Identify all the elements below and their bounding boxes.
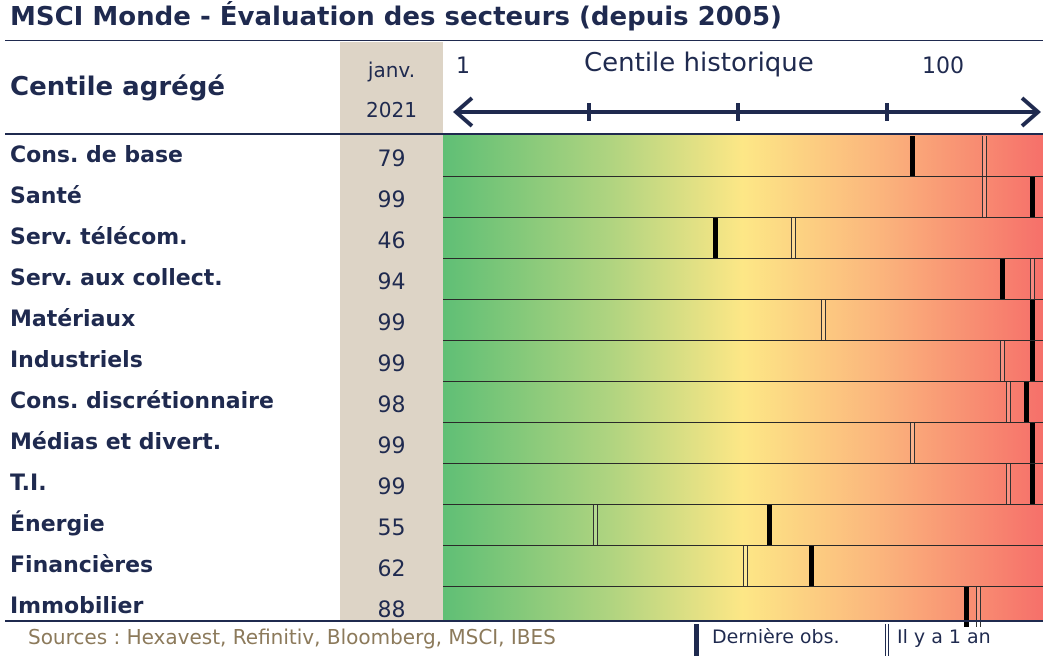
percentile-gradient [443, 135, 1043, 620]
row-separator [443, 299, 1043, 300]
sector-label: Financières [10, 553, 154, 578]
axis-min-label: 1 [456, 54, 470, 79]
one-year-ago-marker [593, 505, 599, 545]
sector-value: 99 [377, 311, 406, 336]
legend-last-label: Dernière obs. [712, 626, 840, 648]
sector-label: Serv. aux collect. [10, 266, 223, 291]
legend-year-symbol [885, 624, 889, 656]
sector-value: 79 [377, 147, 406, 172]
row-separator [443, 381, 1043, 382]
date-header-month: janv. [367, 58, 416, 82]
last-observation-marker [1000, 259, 1006, 299]
last-observation-marker [910, 136, 916, 176]
one-year-ago-marker [976, 587, 982, 627]
sector-label: Matériaux [10, 307, 136, 332]
sector-label: Santé [10, 184, 82, 209]
row-separator [443, 463, 1043, 464]
date-header-year: 2021 [366, 98, 417, 122]
row-separator [443, 340, 1043, 341]
axis-arrow-left [452, 96, 474, 128]
title-rule [5, 40, 1043, 41]
row-separator [443, 217, 1043, 218]
one-year-ago-marker [1006, 464, 1012, 504]
one-year-ago-marker [1000, 341, 1006, 381]
axis-arrow [452, 96, 1042, 128]
one-year-ago-marker [910, 423, 916, 463]
last-observation-marker [1030, 341, 1036, 381]
last-observation-marker [1030, 300, 1036, 340]
last-observation-marker [1030, 464, 1036, 504]
bottom-rule [5, 620, 1043, 622]
sources-note: Sources : Hexavest, Refinitiv, Bloomberg… [28, 625, 556, 649]
legend-year-label: Il y a 1 an [897, 626, 991, 648]
sector-value: 88 [377, 598, 406, 623]
sector-value: 62 [377, 557, 406, 582]
sector-value: 46 [377, 229, 406, 254]
sector-value: 99 [377, 475, 406, 500]
last-observation-marker [1030, 177, 1036, 217]
sector-value: 94 [377, 270, 406, 295]
sector-value: 99 [377, 434, 406, 459]
row-separator [443, 586, 1043, 587]
legend-last-symbol [694, 624, 699, 656]
one-year-ago-marker [1006, 382, 1012, 422]
sector-label: Industriels [10, 348, 143, 373]
sector-label: Médias et divert. [10, 430, 222, 455]
chart-title: MSCI Monde - Évaluation des secteurs (de… [10, 2, 782, 32]
row-separator [443, 422, 1043, 423]
row-separator [443, 545, 1043, 546]
last-observation-marker [1030, 423, 1036, 463]
axis-max-label: 100 [922, 54, 964, 79]
last-observation-marker [808, 546, 814, 586]
axis-arrow-right [1020, 96, 1042, 128]
one-year-ago-marker [982, 136, 988, 176]
one-year-ago-marker [1030, 259, 1036, 299]
sector-label: Énergie [10, 512, 105, 537]
one-year-ago-marker [820, 300, 826, 340]
sector-value: 55 [377, 516, 406, 541]
sector-label: Serv. télécom. [10, 225, 188, 250]
last-observation-marker [964, 587, 970, 627]
sector-label: T.I. [10, 471, 47, 496]
sector-value: 99 [377, 352, 406, 377]
last-observation-marker [713, 218, 719, 258]
sector-label: Cons. discrétionnaire [10, 389, 274, 414]
sector-label: Immobilier [10, 594, 144, 619]
one-year-ago-marker [982, 177, 988, 217]
sector-label: Cons. de base [10, 143, 183, 168]
sector-value: 99 [377, 188, 406, 213]
row-separator [443, 258, 1043, 259]
axis-title: Centile historique [584, 48, 814, 78]
last-observation-marker [1024, 382, 1030, 422]
column-header: Centile agrégé [10, 72, 226, 102]
sector-value: 98 [377, 393, 406, 418]
row-separator [443, 176, 1043, 177]
one-year-ago-marker [742, 546, 748, 586]
row-separator [443, 504, 1043, 505]
one-year-ago-marker [790, 218, 796, 258]
date-column [340, 42, 443, 620]
header-rule [5, 133, 1043, 135]
last-observation-marker [766, 505, 772, 545]
